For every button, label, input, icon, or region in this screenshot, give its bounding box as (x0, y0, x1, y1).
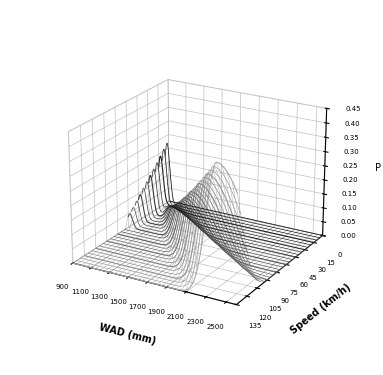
Y-axis label: Speed (km/h): Speed (km/h) (289, 282, 353, 336)
X-axis label: WAD (mm): WAD (mm) (98, 322, 157, 346)
